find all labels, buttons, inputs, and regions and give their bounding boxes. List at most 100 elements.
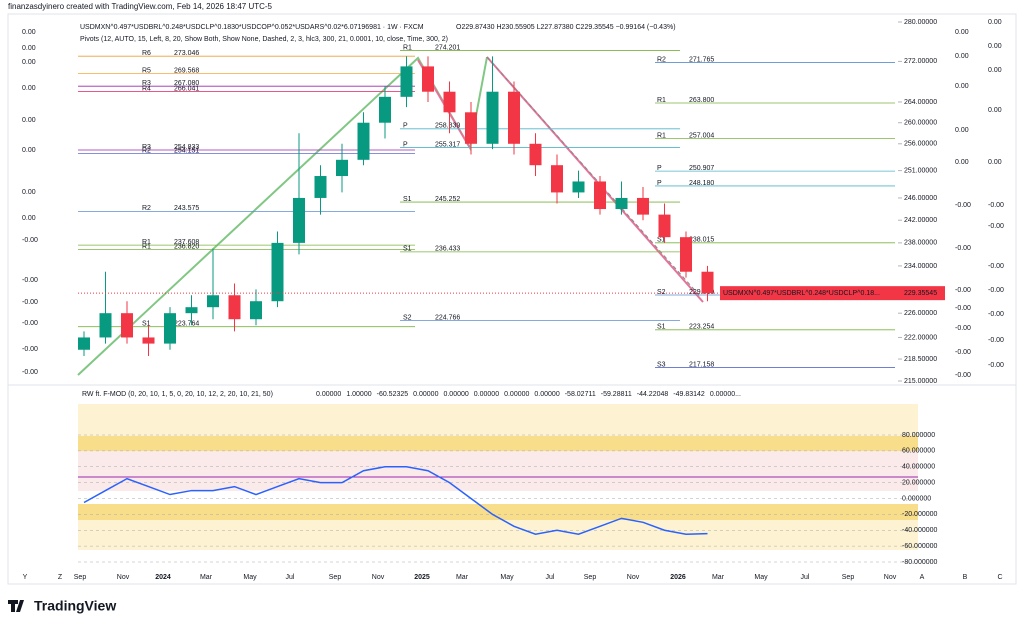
side-label: -0.00: [955, 202, 971, 209]
side-label: 0.00: [988, 67, 1002, 74]
x-tick-label: 2025: [414, 574, 430, 581]
x-tick-label: May: [500, 574, 514, 581]
osc-legend-value: 0.00000...: [710, 391, 741, 398]
side-label: -0.00: [955, 349, 971, 356]
x-tick-label: May: [754, 574, 768, 581]
osc-tick-label: -80.000000: [902, 559, 938, 566]
trend-line: [486, 56, 704, 303]
pivot-name: P: [403, 123, 408, 130]
pivot-value: 269.568: [174, 67, 199, 74]
pivot-name: S1: [657, 237, 666, 244]
pivot-value: 236.820: [174, 243, 199, 250]
candle-body: [78, 337, 90, 350]
pivot-value: 267.080: [174, 80, 199, 87]
candle-body: [615, 197, 628, 210]
x-tick-label: May: [243, 574, 257, 581]
candle-body: [293, 197, 305, 243]
candle-body: [529, 143, 542, 166]
side-label: -0.00: [22, 346, 38, 353]
x-tick-label: Nov: [884, 574, 897, 581]
x-tick-label: Nov: [117, 574, 130, 581]
pivot-value: 245.252: [435, 196, 460, 203]
side-label: -0.00: [955, 305, 971, 312]
side-label: -0.00: [955, 287, 971, 294]
candle-body: [314, 176, 327, 198]
pivot-value: 217.158: [689, 361, 714, 368]
last-price-box: [720, 286, 945, 301]
last-price-value: 229.35545: [904, 290, 937, 297]
pivots-legend: Pivots (12, AUTO, 15, Left, 8, 20, Show …: [80, 36, 448, 43]
candle-body: [207, 295, 219, 308]
side-label: 0.00: [955, 29, 969, 36]
pivot-value: 236.433: [435, 246, 460, 253]
pivot-value: 254.833: [174, 144, 199, 151]
y-tick-label: 264.00000: [904, 99, 937, 106]
osc-line: [83, 466, 708, 535]
side-label: -0.00: [22, 320, 38, 327]
pivot-name: P: [657, 165, 662, 172]
pivot-value: 266.041: [174, 85, 199, 92]
y-tick-label: 238.00000: [904, 240, 937, 247]
pivot-name: R2: [142, 205, 151, 212]
side-label: -0.00: [988, 287, 1004, 294]
y-tick-label: 226.00000: [904, 310, 937, 317]
x-tick-label: Sep: [329, 574, 342, 581]
oscillator-title: RW ft. F-MOD (0, 20, 10, 1, 5, 0, 20, 10…: [82, 391, 273, 398]
pivot-name: R3: [142, 144, 151, 151]
side-label: -0.00: [988, 362, 1004, 369]
side-label: 0.00: [955, 127, 969, 134]
band: [78, 451, 918, 491]
trend-line: [486, 56, 701, 297]
side-label: 0.00: [22, 117, 36, 124]
osc-legend-value: 1.00000: [346, 391, 371, 398]
candle-body: [357, 122, 370, 160]
candle-body: [486, 91, 499, 144]
side-label: 0.00: [22, 215, 36, 222]
pivot-value: 238.015: [689, 237, 714, 244]
pivot-value: 258.839: [435, 123, 460, 130]
corner-letter: Y: [23, 574, 28, 581]
osc-tick-label: -40.000000: [902, 527, 938, 534]
osc-legend-value: 0.00000: [413, 391, 438, 398]
pivot-name: S2: [657, 289, 666, 296]
y-tick-label: 218.50000: [904, 356, 937, 363]
y-tick-label: 256.00000: [904, 141, 937, 148]
candle-body: [164, 313, 176, 344]
candle-body: [658, 214, 671, 238]
pivot-value: 255.317: [435, 141, 460, 148]
side-label: 0.00: [22, 147, 36, 154]
pivot-value: 273.046: [174, 50, 199, 57]
side-label: 0.00: [955, 159, 969, 166]
side-label: 0.00: [22, 29, 36, 36]
pivot-value: 250.907: [689, 165, 714, 172]
pivot-name: S1: [403, 246, 412, 253]
side-label: 0.00: [22, 85, 36, 92]
side-label: -0.00: [988, 223, 1004, 230]
osc-legend-value: -44.22048: [637, 391, 669, 398]
ohlc: O229.87430 H230.55905 L227.87380 C229.35…: [456, 24, 676, 31]
pivot-value: 248.180: [689, 180, 714, 187]
pivot-value: 263.800: [689, 97, 714, 104]
corner-letter: Z: [58, 574, 63, 581]
pivot-name: R3: [142, 80, 151, 87]
pivot-name: P: [657, 180, 662, 187]
candle-body: [185, 307, 198, 314]
candle-body: [271, 242, 284, 302]
x-tick-label: Jul: [801, 574, 810, 581]
osc-legend-value: 0.00000: [474, 391, 499, 398]
osc-tick-label: -60.000000: [902, 543, 938, 550]
x-tick-label: Sep: [584, 574, 597, 581]
y-tick-label: 246.00000: [904, 195, 937, 202]
corner-letter: B: [963, 574, 968, 581]
side-label: 0.00: [22, 189, 36, 196]
side-label: -0.00: [22, 237, 38, 244]
side-label: -0.00: [22, 369, 38, 376]
osc-legend-value: 0.00000: [316, 391, 341, 398]
pivot-name: R1: [142, 243, 151, 250]
side-label: -0.00: [955, 325, 971, 332]
side-label: 0.00: [22, 59, 36, 66]
x-tick-label: Sep: [842, 574, 855, 581]
osc-tick-label: 20.000000: [902, 479, 935, 486]
side-label: -0.00: [22, 299, 38, 306]
band: [78, 520, 918, 550]
